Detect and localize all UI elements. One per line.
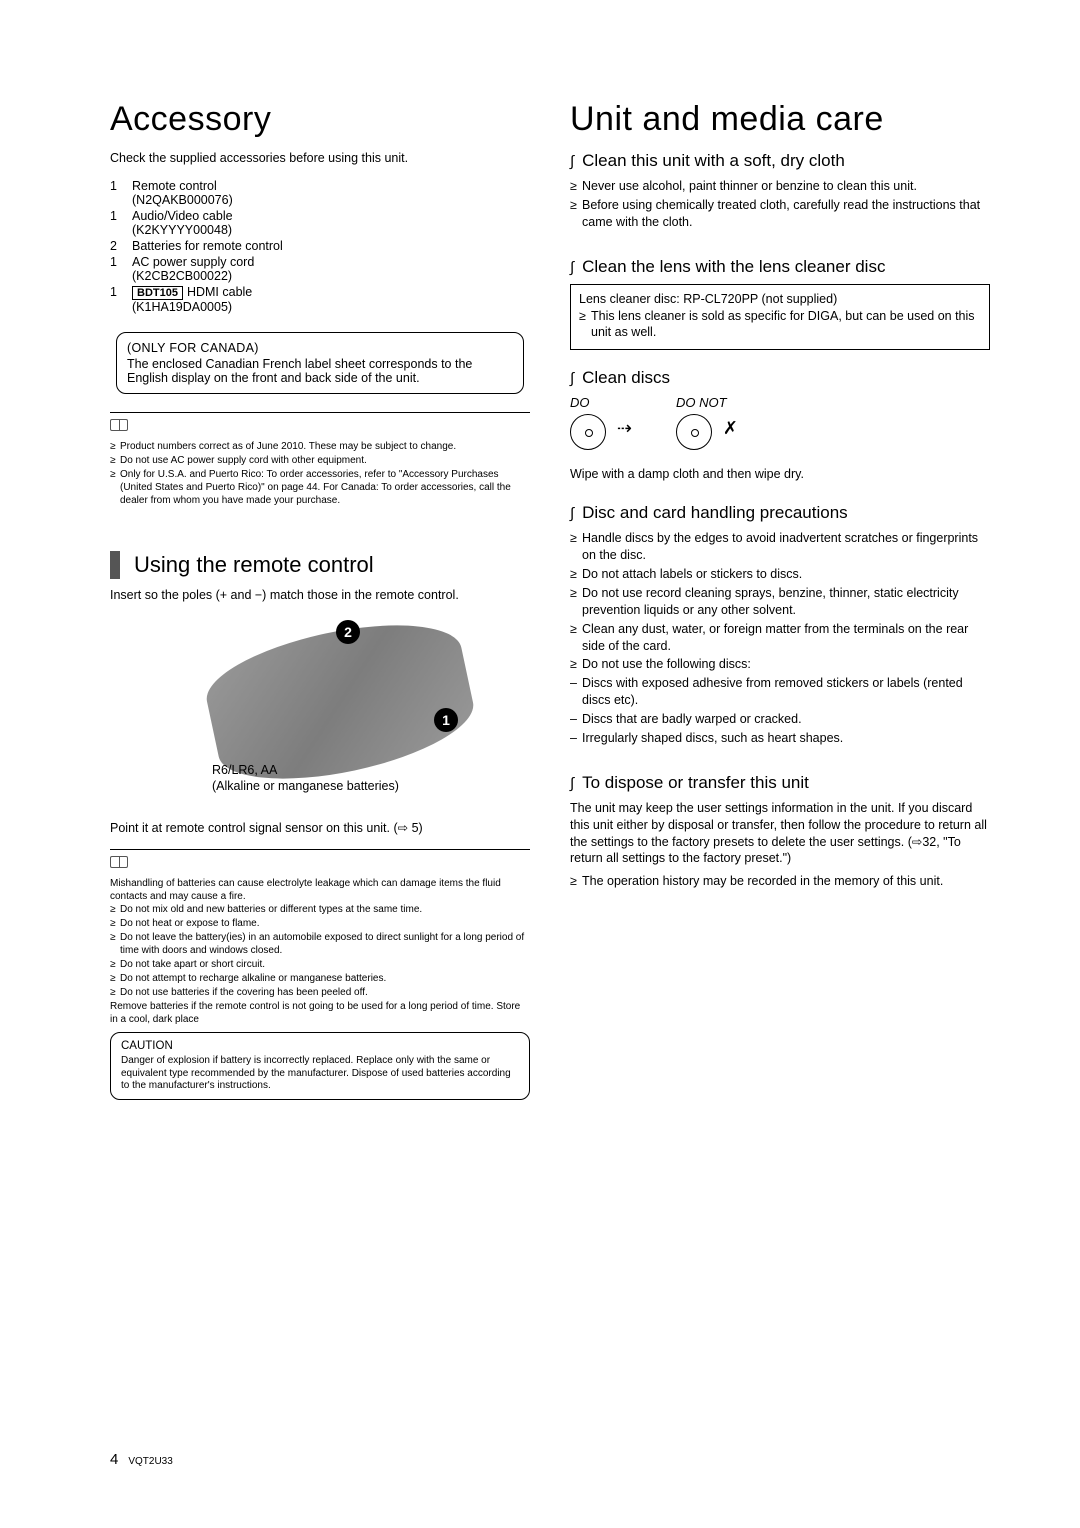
qty: 2 bbox=[110, 239, 132, 253]
unit-care-heading: Unit and media care bbox=[570, 100, 990, 139]
item-name: Batteries for remote control bbox=[132, 239, 283, 253]
battery-label: R6/LR6, AA (Alkaline or manganese batter… bbox=[212, 762, 399, 795]
part-number: (K2CB2CB00022) bbox=[132, 269, 232, 283]
divider bbox=[110, 849, 530, 850]
list-item: Never use alcohol, paint thinner or benz… bbox=[570, 178, 990, 195]
note-item: Do not leave the battery(ies) in an auto… bbox=[110, 931, 530, 957]
model-badge: BDT105 bbox=[132, 286, 183, 300]
accessory-item: 1 Audio/Video cable(K2KYYYY00048) bbox=[110, 209, 530, 237]
dispose-list: The operation history may be recorded in… bbox=[570, 873, 990, 890]
list-item: Discs with exposed adhesive from removed… bbox=[570, 675, 990, 709]
qty: 1 bbox=[110, 255, 132, 283]
qty: 1 bbox=[110, 285, 132, 314]
part-number: (N2QAKB000076) bbox=[132, 193, 233, 207]
list-item: Do not use record cleaning sprays, benzi… bbox=[570, 585, 990, 619]
do-donot-figure: DO ⇢ DO NOT ✗ bbox=[570, 395, 990, 459]
remove-batteries-text: Remove batteries if the remote control i… bbox=[110, 1000, 530, 1026]
clean-discs-heading: ∫Clean discs bbox=[570, 368, 990, 389]
list-item: Before using chemically treated cloth, c… bbox=[570, 197, 990, 231]
part-number: (K1HA19DA0005) bbox=[132, 300, 232, 314]
callout-badge-1: 1 bbox=[434, 708, 458, 732]
accessory-item: 1 Remote control(N2QAKB000076) bbox=[110, 179, 530, 207]
clean-unit-list: Never use alcohol, paint thinner or benz… bbox=[570, 178, 990, 231]
note-icon bbox=[110, 419, 128, 431]
donot-label: DO NOT bbox=[676, 395, 738, 410]
clean-lens-heading: ∫Clean the lens with the lens cleaner di… bbox=[570, 257, 990, 278]
lens-part: Lens cleaner disc: RP-CL720PP (not suppl… bbox=[579, 291, 981, 308]
dispose-heading: ∫To dispose or transfer this unit bbox=[570, 773, 990, 794]
clean-unit-heading: ∫Clean this unit with a soft, dry cloth bbox=[570, 151, 990, 172]
note-item: Product numbers correct as of June 2010.… bbox=[110, 440, 530, 453]
item-name: HDMI cable bbox=[187, 285, 252, 299]
list-item: Do not use the following discs: bbox=[570, 656, 990, 673]
note-item: Do not use AC power supply cord with oth… bbox=[110, 454, 530, 467]
battery-type: R6/LR6, AA bbox=[212, 763, 277, 777]
page-number: 4 bbox=[110, 1451, 118, 1468]
disc-do-icon: ⇢ bbox=[570, 412, 632, 454]
wipe-text: Wipe with a damp cloth and then wipe dry… bbox=[570, 467, 990, 481]
note-item: Only for U.S.A. and Puerto Rico: To orde… bbox=[110, 468, 530, 507]
page-footer: 4 VQT2U33 bbox=[110, 1451, 173, 1468]
handling-heading: ∫Disc and card handling precautions bbox=[570, 503, 990, 524]
remote-figure: 2 1 R6/LR6, AA (Alkaline or manganese ba… bbox=[110, 612, 530, 812]
caution-box: CAUTION Danger of explosion if battery i… bbox=[110, 1032, 530, 1100]
caution-text: Danger of explosion if battery is incorr… bbox=[121, 1055, 519, 1093]
qty: 1 bbox=[110, 209, 132, 237]
list-item: The operation history may be recorded in… bbox=[570, 873, 990, 890]
part-number: (K2KYYYY00048) bbox=[132, 223, 232, 237]
do-label: DO bbox=[570, 395, 632, 410]
battery-notes: Mishandling of batteries can cause elect… bbox=[110, 877, 530, 1026]
doc-code: VQT2U33 bbox=[128, 1456, 172, 1467]
accessory-list: 1 Remote control(N2QAKB000076) 1 Audio/V… bbox=[110, 179, 530, 314]
h2-text: Clean this unit with a soft, dry cloth bbox=[582, 151, 845, 171]
note-item: Do not attempt to recharge alkaline or m… bbox=[110, 972, 530, 985]
accessory-item: 1 AC power supply cord(K2CB2CB00022) bbox=[110, 255, 530, 283]
h2-text: Clean the lens with the lens cleaner dis… bbox=[582, 257, 885, 277]
h2-text: To dispose or transfer this unit bbox=[582, 773, 809, 793]
handling-dash-list: Discs with exposed adhesive from removed… bbox=[570, 675, 990, 747]
accessory-item: 1 BDT105 HDMI cable(K1HA19DA0005) bbox=[110, 285, 530, 314]
item-name: Remote control bbox=[132, 179, 217, 193]
handling-list: Handle discs by the edges to avoid inadv… bbox=[570, 530, 990, 673]
battery-desc: (Alkaline or manganese batteries) bbox=[212, 779, 399, 793]
list-item: Discs that are badly warped or cracked. bbox=[570, 711, 990, 728]
mishandling-text: Mishandling of batteries can cause elect… bbox=[110, 877, 530, 903]
remote-section-header: Using the remote control bbox=[110, 551, 530, 579]
list-item: Handle discs by the edges to avoid inadv… bbox=[570, 530, 990, 564]
accessory-heading: Accessory bbox=[110, 100, 530, 139]
h2-text: Disc and card handling precautions bbox=[582, 503, 848, 523]
list-item: Clean any dust, water, or foreign matter… bbox=[570, 621, 990, 655]
lens-note: This lens cleaner is sold as specific fo… bbox=[579, 308, 981, 342]
canada-text: The enclosed Canadian French label sheet… bbox=[127, 357, 513, 385]
canada-title: (ONLY FOR CANADA) bbox=[127, 341, 513, 355]
dispose-text: The unit may keep the user settings info… bbox=[570, 800, 990, 868]
note-item: Do not heat or expose to flame. bbox=[110, 917, 530, 930]
item-name: AC power supply cord bbox=[132, 255, 254, 269]
canada-notice-box: (ONLY FOR CANADA) The enclosed Canadian … bbox=[116, 332, 524, 394]
caution-title: CAUTION bbox=[121, 1039, 519, 1053]
divider bbox=[110, 412, 530, 413]
section-marker bbox=[110, 551, 120, 579]
note-item: Do not take apart or short circuit. bbox=[110, 958, 530, 971]
note-item: Do not mix old and new batteries or diff… bbox=[110, 903, 530, 916]
list-item: Do not attach labels or stickers to disc… bbox=[570, 566, 990, 583]
remote-title: Using the remote control bbox=[134, 552, 374, 578]
disc-donot-icon: ✗ bbox=[676, 412, 738, 454]
h2-text: Clean discs bbox=[582, 368, 670, 388]
list-item: Irregularly shaped discs, such as heart … bbox=[570, 730, 990, 747]
lens-cleaner-box: Lens cleaner disc: RP-CL720PP (not suppl… bbox=[570, 284, 990, 351]
qty: 1 bbox=[110, 179, 132, 207]
accessory-item: 2 Batteries for remote control bbox=[110, 239, 530, 253]
callout-badge-2: 2 bbox=[336, 620, 360, 644]
accessory-notes: Product numbers correct as of June 2010.… bbox=[110, 440, 530, 507]
remote-point-text: Point it at remote control signal sensor… bbox=[110, 820, 530, 837]
note-icon bbox=[110, 856, 128, 868]
accessory-intro: Check the supplied accessories before us… bbox=[110, 151, 530, 165]
note-item: Do not use batteries if the covering has… bbox=[110, 986, 530, 999]
remote-insert-text: Insert so the poles (+ and −) match thos… bbox=[110, 587, 530, 604]
item-name: Audio/Video cable bbox=[132, 209, 233, 223]
